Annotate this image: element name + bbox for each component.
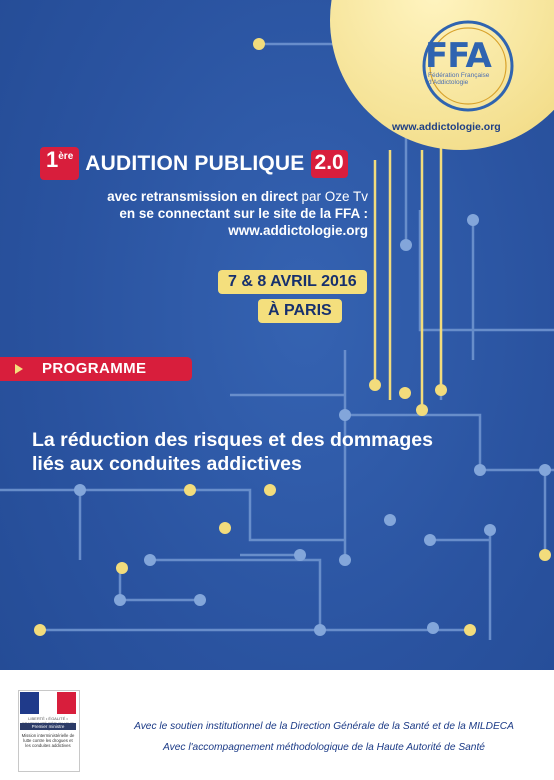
programme-label: PROGRAMME	[42, 360, 147, 377]
ffa-logo-subtitle: Fédération Française d'Addictologie	[428, 72, 490, 86]
main-title: La réduction des risques et des dommages…	[32, 428, 512, 476]
headline-text: AUDITION PUBLIQUE	[85, 151, 305, 175]
broadcast-line1: avec retransmission en direct	[107, 189, 298, 204]
broadcast-provider: par Oze Tv	[301, 189, 368, 204]
event-city: À PARIS	[258, 299, 342, 323]
edition-number: 1	[46, 147, 59, 172]
website-link[interactable]: www.addictologie.org	[392, 121, 501, 133]
french-flag-icon	[20, 692, 77, 714]
headline: 1ère AUDITION PUBLIQUE 2.0	[40, 147, 348, 180]
broadcast-website[interactable]: www.addictologie.org	[228, 223, 368, 238]
event-dates: 7 & 8 AVRIL 2016	[218, 270, 367, 294]
edition-badge: 1ère	[40, 147, 80, 180]
premier-ministre-label: Premier ministre	[20, 723, 76, 730]
ffa-logo-ring	[422, 20, 514, 112]
title-line2: liés aux conduites addictives	[32, 453, 302, 475]
support-line2: Avec l'accompagnement méthodologique de …	[163, 742, 485, 753]
title-line1: La réduction des risques et des dommages	[32, 429, 433, 451]
support-line1: Avec le soutien institutionnel de la Dir…	[134, 721, 514, 732]
broadcast-info: avec retransmission en direct par Oze Tv…	[107, 188, 368, 239]
version-badge: 2.0	[310, 149, 348, 178]
broadcast-line2: en se connectant sur le site de la FFA :	[119, 206, 368, 221]
mission-label: Mission interministérielle de lutte cont…	[21, 733, 75, 748]
programme-banner: PROGRAMME	[0, 357, 192, 381]
edition-superscript: ère	[58, 151, 74, 162]
play-arrow-icon	[15, 364, 23, 374]
support-text: Avec le soutien institutionnel de la Dir…	[94, 716, 554, 758]
ffa-logo-mark: FFA	[425, 36, 492, 76]
footer	[0, 670, 554, 780]
